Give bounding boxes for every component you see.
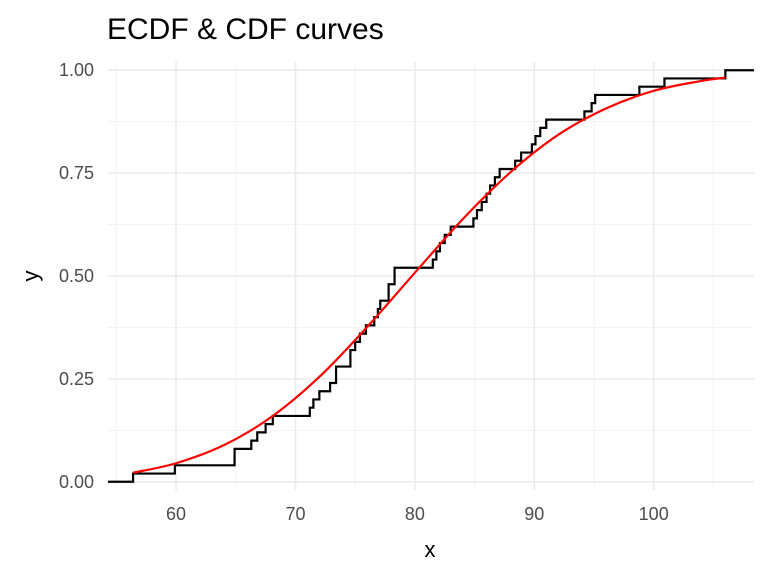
y-tick-label: 0.00 xyxy=(59,472,94,492)
x-axis-ticks: 60 70 80 90 100 xyxy=(166,504,669,524)
x-tick-label: 90 xyxy=(524,504,544,524)
y-axis-ticks: 0.00 0.25 0.50 0.75 1.00 xyxy=(59,60,94,492)
y-tick-label: 0.25 xyxy=(59,369,94,389)
y-tick-label: 0.50 xyxy=(59,266,94,286)
x-tick-label: 80 xyxy=(405,504,425,524)
y-axis-label: y xyxy=(18,271,43,282)
x-tick-label: 70 xyxy=(285,504,305,524)
chart-title: ECDF & CDF curves xyxy=(107,13,384,46)
series-layer xyxy=(108,69,754,483)
cdf-curve-line xyxy=(132,76,726,474)
x-axis-label: x xyxy=(425,537,436,562)
y-tick-label: 1.00 xyxy=(59,60,94,80)
grid xyxy=(108,62,754,490)
ecdf-step-line xyxy=(108,69,754,483)
x-tick-label: 60 xyxy=(166,504,186,524)
x-tick-label: 100 xyxy=(639,504,669,524)
y-tick-label: 0.75 xyxy=(59,163,94,183)
